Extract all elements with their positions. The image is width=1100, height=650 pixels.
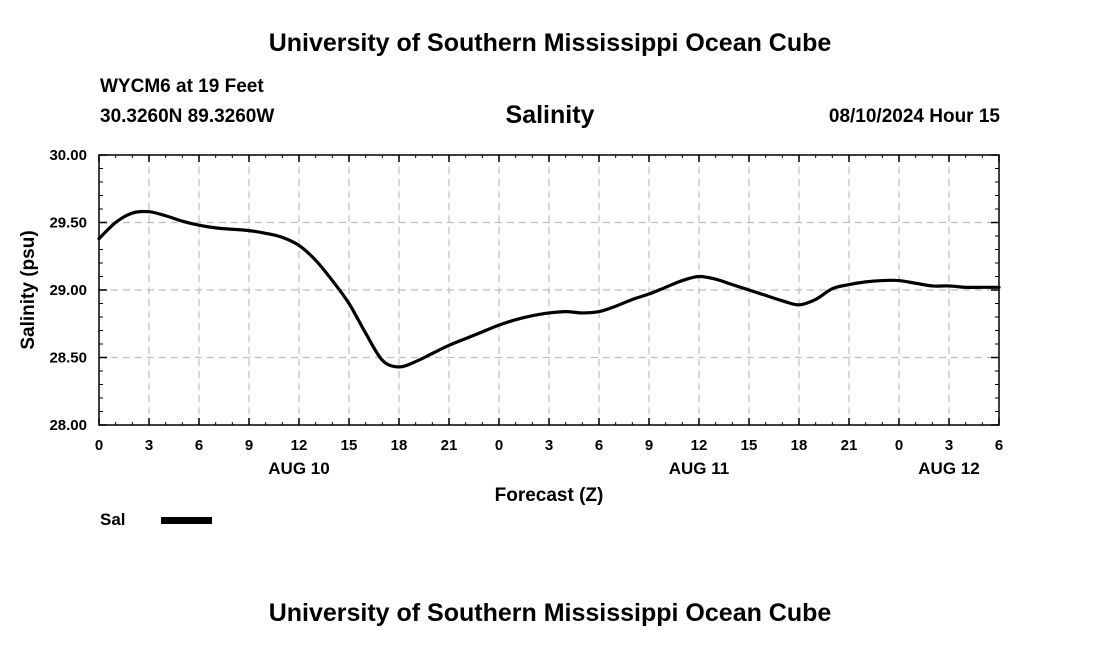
plot-frame	[98, 154, 1000, 426]
x-tick-label: 15	[741, 437, 758, 454]
x-tick-label: 12	[691, 437, 708, 454]
y-tick-label: 28.00	[49, 417, 87, 434]
x-tick-label: 6	[195, 437, 203, 454]
footer-title: University of Southern Mississippi Ocean…	[268, 599, 832, 627]
series-layer	[97, 209, 1001, 369]
x-date-label: AUG 12	[918, 459, 979, 478]
x-tick-label: 18	[791, 437, 808, 454]
x-tick-label: 6	[995, 437, 1003, 454]
x-tick-label: 0	[895, 437, 903, 454]
x-tick-label: 9	[245, 437, 253, 454]
series-line-sal	[97, 209, 1001, 369]
x-tick-label: 21	[441, 437, 458, 454]
chart-title: Salinity	[505, 101, 595, 129]
x-tick-label: 15	[341, 437, 358, 454]
axis-labels: Salinity (psu) Forecast (Z)	[18, 230, 603, 506]
x-tick-label: 3	[145, 437, 153, 454]
station-label: WYCM6 at 19 Feet	[100, 76, 264, 97]
station-coordinates: 30.3260N 89.3260W	[100, 106, 275, 127]
x-tick-label: 0	[95, 437, 103, 454]
legend-swatch	[161, 517, 212, 524]
x-tick-label: 18	[391, 437, 408, 454]
y-axis-label: Salinity (psu)	[18, 230, 39, 349]
x-tick-label: 12	[291, 437, 308, 454]
legend-label: Sal	[100, 510, 126, 529]
x-tick-label: 3	[545, 437, 553, 454]
forecast-datetime: 08/10/2024 Hour 15	[828, 106, 1000, 127]
y-tick-label: 30.00	[49, 147, 87, 164]
page-title: University of Southern Mississippi Ocean…	[268, 29, 832, 57]
y-tick-label: 29.00	[49, 282, 87, 299]
x-tick-label: 21	[841, 437, 858, 454]
x-tick-label: 9	[645, 437, 653, 454]
x-axis-label: Forecast (Z)	[495, 485, 604, 506]
y-tick-label: 29.50	[49, 215, 87, 232]
x-date-label: AUG 11	[669, 459, 729, 478]
chart-grid	[99, 155, 999, 425]
x-tick-label: 0	[495, 437, 503, 454]
x-date-label: AUG 10	[268, 459, 329, 478]
x-tick-label: 6	[595, 437, 603, 454]
y-tick-label: 28.50	[49, 350, 87, 367]
chart-ticks: 0 3 6 9 12 15 18 21 0 3 6 9 12 15 18 21 0 3 6 AUG 10 AUG 11 A…	[49, 147, 1003, 478]
x-tick-label: 3	[945, 437, 953, 454]
